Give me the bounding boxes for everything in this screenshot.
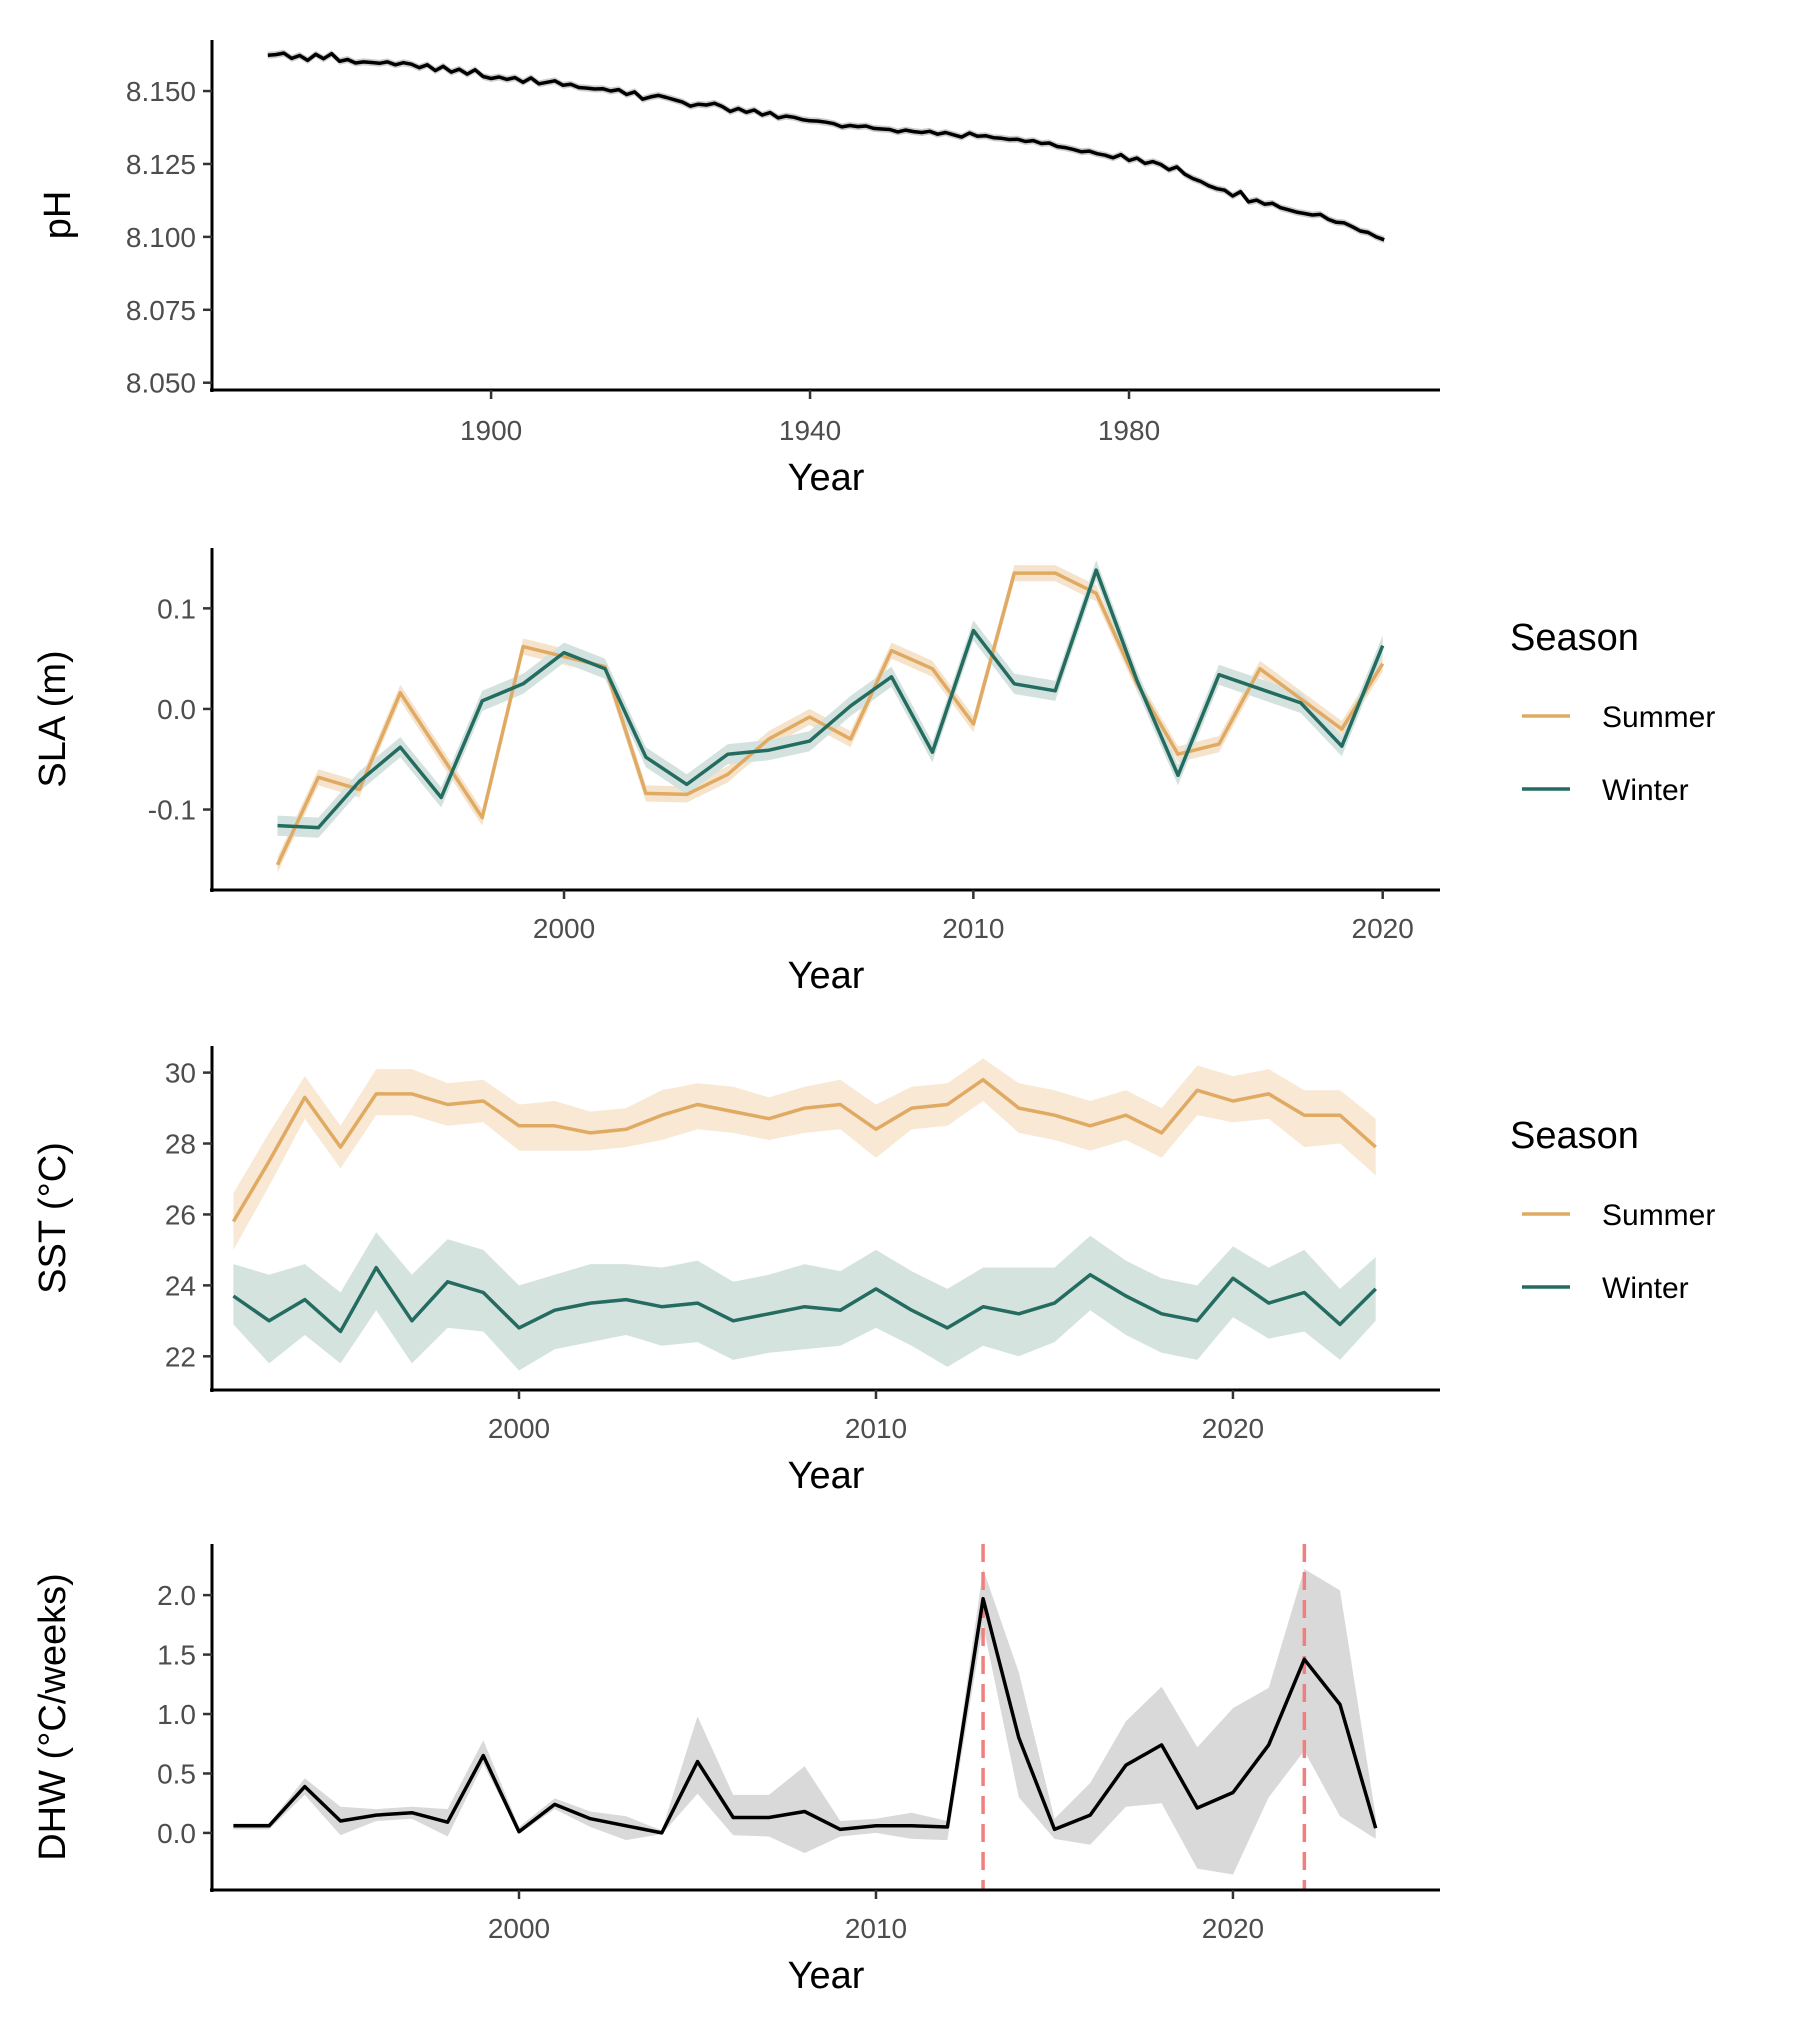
dhw-line-0 [233, 1596, 1378, 1835]
dhw-y-tick-label: 1.5 [157, 1640, 196, 1671]
dhw-x-tick-label: 2010 [845, 1913, 907, 1944]
dhw-x-axis-title: Year [788, 1955, 865, 1997]
sla-y-tick-label: 0.0 [157, 694, 196, 725]
ph-y-tick-label: 8.150 [126, 76, 196, 107]
sst-legend-label-winter: Winter [1602, 1272, 1689, 1305]
sla-legend: Season Summer Winter [1510, 617, 1715, 807]
sla-line-winter [277, 568, 1385, 830]
sst-y-tick-label: 26 [165, 1199, 196, 1230]
sla-legend-label-winter: Winter [1602, 774, 1689, 807]
dhw-y-tick-label: 1.0 [157, 1699, 196, 1730]
sst-legend-title: Season [1510, 1115, 1639, 1157]
ph-y-tick-label: 8.100 [126, 222, 196, 253]
sla-band-summer [277, 565, 1383, 873]
sla-y-tick-label: 0.1 [157, 593, 196, 624]
sla-x-tick-label: 2020 [1352, 913, 1414, 944]
sst-legend-label-summer: Summer [1602, 1199, 1715, 1232]
ph-panel: 8.050 8.075 8.100 8.125 8.150 1900 1940 1980 Yea… [37, 40, 1440, 499]
dhw-x-tick-label: 2020 [1202, 1913, 1264, 1944]
sla-line-summer [275, 571, 1385, 866]
sla-band-winter [277, 560, 1383, 838]
ph-x-axis-title: Year [788, 457, 865, 499]
sla-y-axis-title: SLA (m) [32, 650, 74, 787]
sla-x-tick-label: 2000 [533, 913, 595, 944]
sst-x-axis-title: Year [788, 1455, 865, 1497]
ph-y-tick-label: 8.075 [126, 295, 196, 326]
ph-x-tick-label: 1980 [1098, 415, 1160, 446]
sla-legend-title: Season [1510, 617, 1639, 659]
ph-band-0 [267, 49, 1385, 244]
sst-x-tick-label: 2020 [1202, 1413, 1264, 1444]
sst-y-tick-label: 24 [165, 1270, 196, 1301]
ph-y-axis-title: pH [37, 191, 79, 240]
ph-line-0 [267, 51, 1385, 242]
sla-x-axis-title: Year [788, 955, 865, 997]
dhw-y-tick-label: 2.0 [157, 1580, 196, 1611]
sla-legend-label-summer: Summer [1602, 701, 1715, 734]
dhw-y-tick-label: 0.0 [157, 1818, 196, 1849]
sst-x-tick-label: 2010 [845, 1413, 907, 1444]
dhw-panel: 0.0 0.5 1.0 1.5 2.0 2000 2010 2020 Year DHW (°C/w… [32, 1544, 1440, 1997]
sst-line-summer [231, 1077, 1377, 1223]
sst-y-axis-title: SST (°C) [32, 1142, 74, 1294]
ph-x-tick-label: 1940 [779, 415, 841, 446]
ph-y-tick-label: 8.125 [126, 149, 196, 180]
sla-y-tick-label: -0.1 [148, 795, 196, 826]
sst-line-winter [232, 1265, 1377, 1334]
sst-y-tick-label: 30 [165, 1058, 196, 1089]
sst-y-tick-label: 22 [165, 1341, 196, 1372]
sst-band-winter [233, 1232, 1376, 1371]
sst-band-summer [233, 1058, 1376, 1250]
sst-panel: 22 24 26 28 30 2000 2010 2020 Year SST (°C) Season… [32, 1046, 1715, 1497]
dhw-y-axis-title: DHW (°C/weeks) [32, 1573, 74, 1861]
sst-x-tick-label: 2000 [488, 1413, 550, 1444]
dhw-y-tick-label: 0.5 [157, 1758, 196, 1789]
sla-x-tick-label: 2010 [942, 913, 1004, 944]
dhw-x-tick-label: 2000 [488, 1913, 550, 1944]
sst-y-tick-label: 28 [165, 1129, 196, 1160]
dhw-band-0 [233, 1569, 1376, 1875]
sst-legend: Season Summer Winter [1510, 1115, 1715, 1305]
ph-x-tick-label: 1900 [460, 415, 522, 446]
ph-y-tick-label: 8.050 [126, 368, 196, 399]
